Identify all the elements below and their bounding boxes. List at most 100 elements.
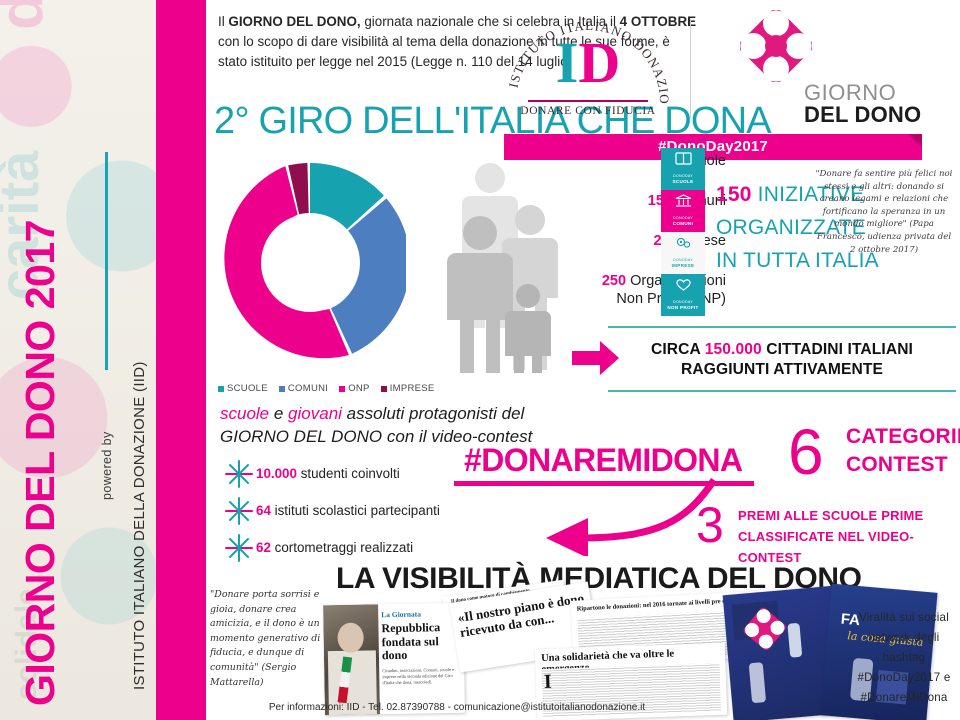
bullet-label-1: studenti coinvolti [296, 466, 400, 481]
sidebar-ghost-word-1: dono [0, 0, 57, 30]
iniziative-block: 150 INIZIATIVE ORGANIZZATE IN TUTTA ITAL… [716, 178, 916, 277]
main-content: Il GIORNO DEL DONO, giornata nazionale c… [206, 0, 960, 720]
legend-item-imprese: IMPRESE [380, 383, 435, 394]
contest-six-labels: CATEGORIE CONTEST [846, 424, 960, 480]
intro-bold2: 4 OTTOBRE [619, 14, 697, 29]
intro-bold1: GIORNO DEL DONO, [228, 14, 361, 29]
bullet-list: 10.000 studenti coinvolti 64 istituti sc… [222, 455, 532, 566]
clipping-5-dropcap: I [543, 670, 553, 694]
curved-arrow-icon [546, 478, 717, 556]
contest-three-labels: PREMI ALLE SCUOLE PRIME CLASSIFICATE NEL… [738, 505, 960, 568]
building-icon [661, 194, 705, 212]
powered-by-label: powered by [100, 431, 114, 500]
donut-slice-scuole [310, 163, 384, 230]
people-silhouettes-icon [447, 163, 558, 373]
contest-three-line1: PREMI ALLE SCUOLE PRIME [738, 508, 924, 523]
stage-diamond-logo-icon [742, 606, 788, 652]
page-title: GIORNO DEL DONO 2017 [17, 220, 63, 706]
legend-item-scuole: SCUOLE [218, 383, 268, 394]
clipping-1-face-shape [337, 622, 364, 653]
legend-swatch-comuni [278, 385, 285, 392]
clipping-6-figure-1 [787, 622, 803, 658]
sidebar: dono carità solidale GIORNO DEL DONO 201… [0, 0, 206, 720]
viralita-text: Viralità sui social network degli hashta… [857, 611, 951, 704]
category-badges: DONODAY SCUOLE DONODAY COMUNI DONODAY IM… [661, 148, 705, 316]
bullet-text-3: 62 cortometraggi realizzati [256, 540, 413, 555]
asterisk-star-icon [225, 533, 253, 562]
donut-slice-comuni [331, 198, 406, 354]
contest-three-number: 3 [696, 497, 724, 553]
visibilita-heading: LA VISIBILITÀ MEDIATICA DEL DONO [336, 562, 862, 595]
iid-ring-text-icon: ISTITUTO ITALIANO DONAZIONE [502, 14, 671, 105]
press-clipping-1: La Giornata Repubblica fondata sul dono … [323, 602, 465, 716]
donut-chart [224, 163, 406, 359]
sidebar-texture [0, 0, 156, 720]
circa-line1: CIRCA 150.000 CITTADINI ITALIANI [608, 340, 956, 360]
organization-name: ISTITUTO ITALIANO DELLA DONAZIONE (IID) [131, 361, 148, 690]
press-clipping-6-stage-photo [722, 585, 852, 720]
list-item: 62 cortometraggi realizzati [222, 529, 532, 566]
iniziative-word: INIZIATIVE [751, 183, 865, 206]
intro-part3: con lo scopo di dare visibilità al tema … [218, 34, 670, 69]
sidebar-divider-rule [105, 152, 108, 370]
diamond-flower-icon [740, 10, 812, 82]
sg-highlight-2: giovani [288, 404, 342, 423]
clipping-6-figure-2 [748, 662, 767, 704]
sg-mid: e [269, 404, 289, 423]
mattarella-quote: "Donare porta sorrisi e gioia, donare cr… [210, 589, 321, 688]
circa-pre: CIRCA [651, 341, 705, 358]
badge-top-scuole: DONODAY [672, 174, 693, 178]
book-icon [661, 152, 705, 170]
contest-six-line1: CATEGORIE [846, 425, 960, 448]
legend-label-scuole: SCUOLE [227, 383, 268, 394]
logo-cluster: ISTITUTO ITALIANO DONAZIONE ID DONARE CO… [494, 8, 950, 160]
iid-logo: ISTITUTO ITALIANO DONAZIONE ID DONARE CO… [494, 12, 682, 124]
contact-line: Per informazioni: IID - Tel. 02.87390788… [268, 702, 646, 713]
legend-swatch-onp [339, 385, 346, 392]
scuole-giovani-text: scuole e giovani assoluti protagonisti d… [220, 402, 550, 448]
legend-label-imprese: IMPRESE [389, 383, 435, 394]
donoday-ribbon: #DonoDay2017 [504, 134, 922, 160]
iid-rule [528, 100, 648, 102]
heart-icon [661, 278, 705, 296]
logo-separator [690, 18, 691, 118]
hashtag-donaremidona: #DONAREMIDONA [464, 442, 743, 478]
circa-rule-top [608, 326, 956, 328]
bullet-value-3: 62 [256, 540, 271, 555]
circa-number: 150.000 [704, 341, 762, 358]
list-item: 64 istituti scolastici partecipanti [222, 492, 532, 529]
bullet-label-3: cortometraggi realizzati [270, 540, 414, 555]
intro-part1: Il [218, 14, 229, 29]
iid-letter-i: I [555, 30, 579, 95]
donut-slice-imprese [288, 163, 309, 215]
circa-line2: RAGGIUNTI ATTIVAMENTE [681, 361, 883, 378]
contest-three-line2: CLASSIFICATE NEL VIDEO-CONTEST [738, 529, 915, 565]
iniziative-line1: 150 INIZIATIVE [716, 178, 916, 211]
bullet-text-2: 64 istituti scolastici partecipanti [256, 503, 440, 518]
intro-part2: giornata nazionale che si celebra in Ita… [360, 14, 620, 29]
sg-highlight-1: scuole [220, 404, 270, 423]
badge-label-comuni: COMUNI [672, 221, 694, 226]
clipping-1-body: Cittadini, associazioni, Comuni, scuole … [382, 666, 455, 686]
chart-legend: SCUOLE COMUNI ONP IMPRESE [218, 383, 458, 394]
gear-icon [661, 236, 705, 254]
circa-text: CIRCA 150.000 CITTADINI ITALIANI RAGGIUN… [608, 328, 956, 390]
badge-top-non-profit: DONODAY [672, 300, 693, 304]
circa-post: CITTADINI ITALIANI [761, 341, 913, 358]
legend-swatch-imprese [380, 385, 387, 392]
legend-swatch-scuole [218, 385, 224, 392]
donut-slice-onp [224, 166, 349, 359]
stat-value-onp: 250 [601, 273, 627, 289]
legend-item-comuni: COMUNI [278, 383, 328, 394]
iniziative-line2: ORGANIZZATE [716, 216, 866, 239]
badge-scuole: DONODAY SCUOLE [661, 148, 705, 190]
hashtag-underline [454, 481, 754, 486]
legend-label-onp: ONP [348, 383, 370, 394]
iniziative-number: 150 [716, 183, 752, 206]
gdd-line-giorno: GIORNO [804, 80, 897, 105]
bullet-value-2: 64 [256, 503, 271, 518]
arrow-right-icon [572, 341, 619, 375]
badge-label-imprese: IMPRESE [671, 263, 695, 268]
contest-six-line2: CONTEST [846, 453, 948, 476]
gdd-wordmark: GIORNO DEL DONO [804, 82, 960, 125]
